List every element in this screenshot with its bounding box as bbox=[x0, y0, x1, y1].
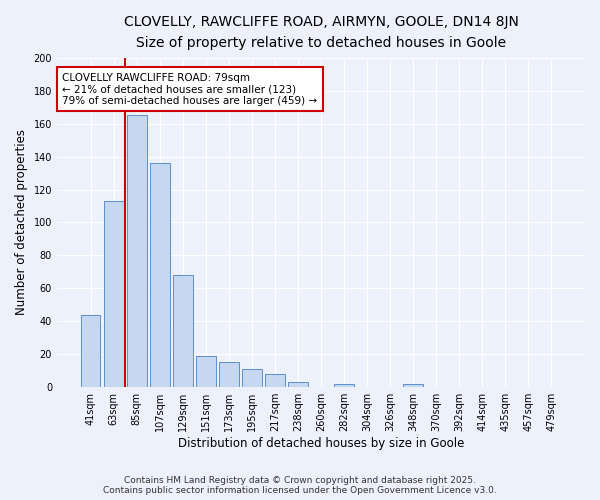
X-axis label: Distribution of detached houses by size in Goole: Distribution of detached houses by size … bbox=[178, 437, 464, 450]
Bar bbox=[219, 362, 239, 387]
Bar bbox=[196, 356, 215, 387]
Text: CLOVELLY RAWCLIFFE ROAD: 79sqm
← 21% of detached houses are smaller (123)
79% of: CLOVELLY RAWCLIFFE ROAD: 79sqm ← 21% of … bbox=[62, 72, 317, 106]
Bar bbox=[81, 314, 100, 387]
Bar bbox=[104, 201, 124, 387]
Title: CLOVELLY, RAWCLIFFE ROAD, AIRMYN, GOOLE, DN14 8JN
Size of property relative to d: CLOVELLY, RAWCLIFFE ROAD, AIRMYN, GOOLE,… bbox=[124, 15, 518, 50]
Bar bbox=[334, 384, 354, 387]
Bar bbox=[242, 369, 262, 387]
Text: Contains HM Land Registry data © Crown copyright and database right 2025.
Contai: Contains HM Land Registry data © Crown c… bbox=[103, 476, 497, 495]
Bar bbox=[265, 374, 284, 387]
Y-axis label: Number of detached properties: Number of detached properties bbox=[15, 130, 28, 316]
Bar bbox=[173, 275, 193, 387]
Bar bbox=[403, 384, 423, 387]
Bar bbox=[150, 163, 170, 387]
Bar bbox=[127, 116, 146, 387]
Bar bbox=[288, 382, 308, 387]
